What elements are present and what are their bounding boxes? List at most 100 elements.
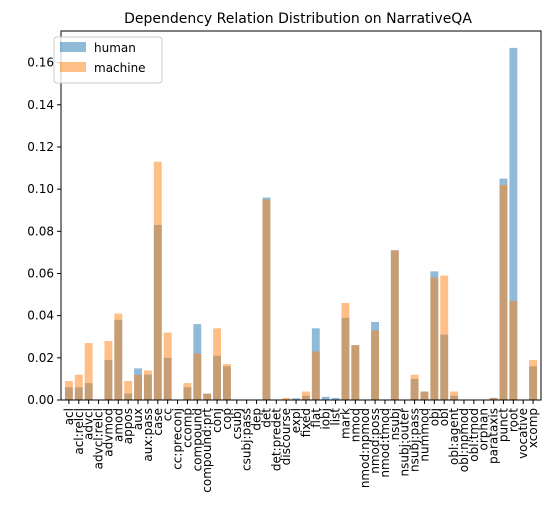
bar-machine-nmod-poss	[371, 330, 380, 400]
x-tick-label: nmod:tmod	[378, 408, 392, 478]
x-tick-label: nmod:poss	[368, 408, 382, 474]
legend-swatch-human	[60, 42, 86, 52]
x-tick-label: csubj:pass	[240, 408, 254, 471]
x-tick-label: punct	[496, 408, 510, 442]
bar-machine-parataxis	[489, 397, 498, 400]
bar-machine-xcomp	[529, 359, 538, 400]
x-tick-label: dep	[250, 408, 264, 431]
y-tick-label: 0.16	[27, 56, 54, 70]
x-tick-label: appos	[121, 408, 135, 444]
x-tick-label: fixed	[299, 408, 313, 437]
bar-machine-acl	[64, 381, 73, 400]
y-tick-label: 0.04	[27, 309, 54, 323]
x-axis: aclacl:relcladvcladvcl:relcladvmodamodap…	[62, 400, 540, 493]
bar-human-expl	[292, 398, 301, 400]
bar-machine-conj	[213, 328, 221, 400]
bar-machine-fixed	[301, 391, 310, 400]
x-tick-label: conj	[210, 408, 224, 433]
y-tick-label: 0.08	[27, 224, 54, 238]
y-tick-label: 0.02	[27, 351, 54, 365]
x-tick-label: case	[151, 408, 165, 436]
legend-label-machine: machine	[94, 61, 146, 75]
bar-human-root	[509, 47, 518, 401]
bar-machine-obl	[440, 275, 449, 400]
bar-machine-obl-agent	[450, 391, 459, 400]
x-tick-label: flat	[309, 408, 323, 428]
x-tick-label: nummod	[417, 408, 431, 462]
x-tick-label: cop	[220, 408, 234, 430]
bar-machine-case	[153, 161, 162, 400]
x-tick-label: advcl:relcl	[92, 408, 106, 469]
series-human-bars	[64, 47, 538, 401]
x-tick-label: det:predet	[269, 408, 283, 471]
x-tick-label: expl	[289, 408, 303, 433]
bar-machine-appos	[124, 381, 133, 400]
x-tick-label: compound	[190, 408, 204, 471]
x-tick-label: cc	[161, 408, 175, 421]
plot-frame	[60, 30, 542, 401]
x-tick-label: acl:relcl	[72, 408, 86, 455]
x-tick-label: nsubj	[388, 408, 402, 440]
x-tick-label: obl:tmod	[467, 408, 481, 462]
x-tick-label: obl	[437, 408, 451, 426]
x-tick-label: cc:preconj	[171, 408, 185, 470]
x-tick-label: aux:pass	[141, 408, 155, 462]
bar-machine-nummod	[420, 391, 429, 400]
bar-human-list	[331, 397, 340, 400]
y-axis: 0.00 0.02 0.04 0.06 0.08 0.10 0.12 0.14 0.16	[27, 56, 61, 407]
bar-machine-mark	[341, 303, 350, 400]
bar-machine-acl-relcl	[74, 374, 83, 400]
x-tick-label: obj	[427, 408, 441, 426]
bar-machine-nmod	[351, 345, 360, 400]
x-tick-label: amod	[111, 408, 125, 442]
x-tick-label: det	[259, 408, 273, 428]
bar-machine-cop	[222, 364, 231, 400]
x-tick-label: discourse	[279, 408, 293, 465]
x-tick-label: nsubj:outer	[398, 408, 412, 476]
bar-machine-det	[262, 199, 271, 400]
y-tick-label: 0.00	[27, 393, 54, 407]
bar-machine-compound	[193, 353, 202, 400]
bar-machine-aux-pass	[143, 370, 152, 400]
legend-label-human: human	[94, 41, 136, 55]
bar-machine-nsubj	[390, 250, 399, 400]
x-tick-label: compound:prt	[200, 408, 214, 493]
y-tick-label: 0.14	[27, 98, 54, 112]
bar-machine-ccomp	[183, 383, 192, 400]
bar-machine-flat	[311, 351, 320, 400]
bar-machine-advcl	[84, 343, 93, 400]
x-tick-label: nmod:npmod	[358, 408, 372, 488]
x-tick-label: parataxis	[487, 408, 501, 464]
bar-machine-compound-prt	[203, 393, 212, 400]
x-tick-label: csubj	[230, 408, 244, 439]
x-tick-label: xcomp	[526, 408, 540, 448]
bar-machine-punct	[499, 184, 508, 400]
bar-human-iobj	[321, 396, 330, 400]
x-tick-label: nmod	[348, 408, 362, 442]
x-tick-label: nsubj:pass	[408, 408, 422, 472]
legend-swatch-machine	[60, 62, 86, 72]
y-tick-label: 0.06	[27, 266, 54, 280]
bar-machine-advmod	[104, 340, 113, 400]
x-tick-label: acl	[62, 408, 76, 425]
x-tick-label: obl:agent	[447, 408, 461, 465]
series-machine-bars	[64, 161, 538, 400]
bar-machine-cc	[163, 332, 172, 400]
x-tick-label: aux	[131, 408, 145, 430]
x-tick-label: list	[329, 408, 343, 426]
x-tick-label: obl:npmod	[457, 408, 471, 472]
y-tick-label: 0.12	[27, 140, 54, 154]
x-tick-label: ccomp	[180, 408, 194, 448]
x-tick-label: orphan	[477, 408, 491, 450]
x-tick-label: advmod	[101, 408, 115, 457]
x-tick-label: advcl	[82, 408, 96, 440]
bar-machine-discourse	[282, 397, 291, 400]
bar-machine-amod	[114, 313, 123, 400]
y-tick-label: 0.10	[27, 182, 54, 196]
x-tick-label: root	[506, 408, 520, 432]
legend: human machine	[53, 36, 163, 84]
bar-machine-root	[509, 300, 518, 400]
x-tick-label: vocative	[516, 408, 530, 459]
x-tick-label: mark	[338, 408, 352, 439]
